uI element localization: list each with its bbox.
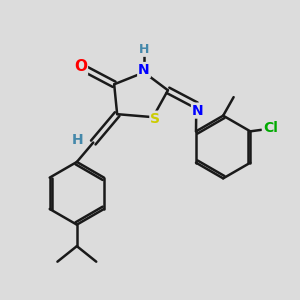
Text: N: N <box>192 103 204 118</box>
Text: H: H <box>139 43 149 56</box>
Text: N: N <box>138 63 150 77</box>
Text: S: S <box>150 112 161 126</box>
Text: Cl: Cl <box>263 122 278 135</box>
Text: O: O <box>74 59 87 74</box>
Text: H: H <box>72 133 83 147</box>
